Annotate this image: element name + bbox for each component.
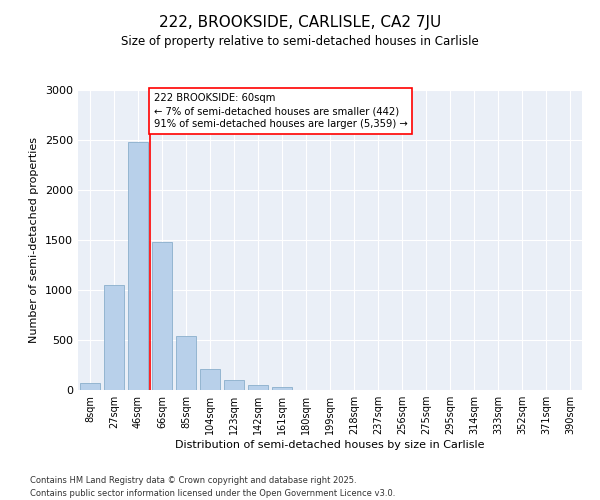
Bar: [128, 142, 148, 390]
Text: Size of property relative to semi-detached houses in Carlisle: Size of property relative to semi-detach…: [121, 35, 479, 48]
Text: Contains HM Land Registry data © Crown copyright and database right 2025.
Contai: Contains HM Land Registry data © Crown c…: [30, 476, 395, 498]
Bar: [104, 285, 124, 390]
Bar: [224, 380, 244, 390]
X-axis label: Distribution of semi-detached houses by size in Carlisle: Distribution of semi-detached houses by …: [175, 440, 485, 450]
Bar: [200, 369, 220, 390]
Bar: [248, 384, 268, 390]
Bar: [80, 383, 100, 390]
Bar: [152, 242, 172, 390]
Y-axis label: Number of semi-detached properties: Number of semi-detached properties: [29, 137, 40, 343]
Bar: [272, 386, 292, 390]
Bar: [176, 336, 196, 390]
Text: 222 BROOKSIDE: 60sqm
← 7% of semi-detached houses are smaller (442)
91% of semi-: 222 BROOKSIDE: 60sqm ← 7% of semi-detach…: [154, 93, 407, 130]
Text: 222, BROOKSIDE, CARLISLE, CA2 7JU: 222, BROOKSIDE, CARLISLE, CA2 7JU: [159, 15, 441, 30]
